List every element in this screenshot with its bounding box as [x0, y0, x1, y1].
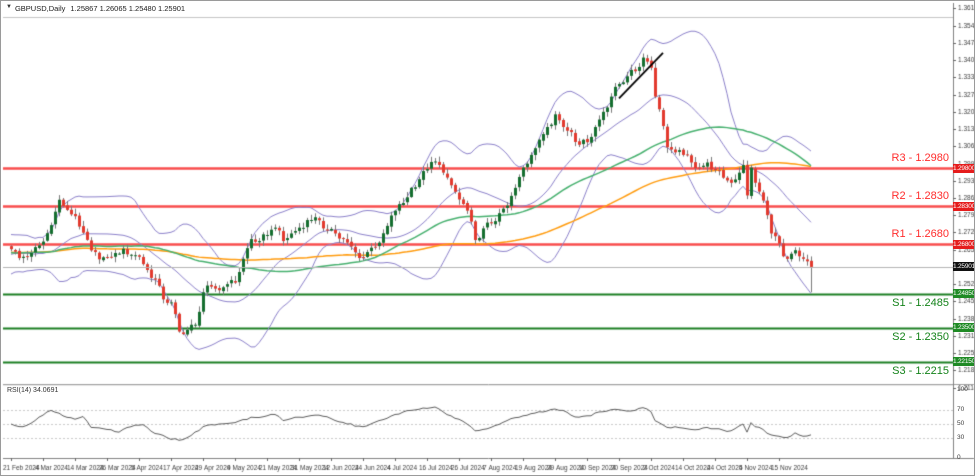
- ohlc-quotes: 1.25867 1.26065 1.25480 1.25901: [70, 4, 186, 13]
- rsi-axis-tick-30: 30: [957, 433, 965, 441]
- support-axis-badge-s1: 1.24850: [953, 289, 975, 299]
- rsi-axis-tick-100: 100: [957, 386, 968, 393]
- chart-title-bar: ▼ GBPUSD,Daily 1.25867 1.26065 1.25480 1.2…: [6, 4, 185, 13]
- support-level-label-s2: S2 - 1.2350: [892, 330, 949, 343]
- resistance-level-label-r3: R3 - 1.2980: [891, 152, 949, 165]
- support-level-label-s3: S3 - 1.2215: [892, 364, 949, 377]
- resistance-axis-badge-r1: 1.26800: [953, 239, 975, 249]
- current-price-axis-badge: 1.25901: [953, 262, 975, 272]
- rsi-indicator-label: RSI(14) 34.0691: [7, 387, 59, 394]
- resistance-axis-badge-r2: 1.28300: [953, 201, 975, 211]
- support-axis-badge-s3: 1.22150: [953, 357, 975, 367]
- resistance-level-label-r1: R1 - 1.2680: [891, 228, 949, 241]
- rsi-axis-tick-50: 50: [957, 420, 965, 427]
- rsi-axis-tick-0: 0: [957, 454, 961, 461]
- rsi-axis-tick-70: 70: [957, 406, 965, 414]
- symbol-dropdown-icon[interactable]: ▼: [6, 4, 12, 10]
- resistance-level-label-r2: R2 - 1.2830: [891, 190, 949, 203]
- support-axis-badge-s2: 1.23500: [953, 323, 975, 333]
- resistance-axis-badge-r3: 1.29800: [953, 163, 975, 173]
- symbol-timeframe-label: GBPUSD,Daily: [14, 4, 66, 13]
- support-level-label-s1: S1 - 1.2485: [892, 296, 949, 309]
